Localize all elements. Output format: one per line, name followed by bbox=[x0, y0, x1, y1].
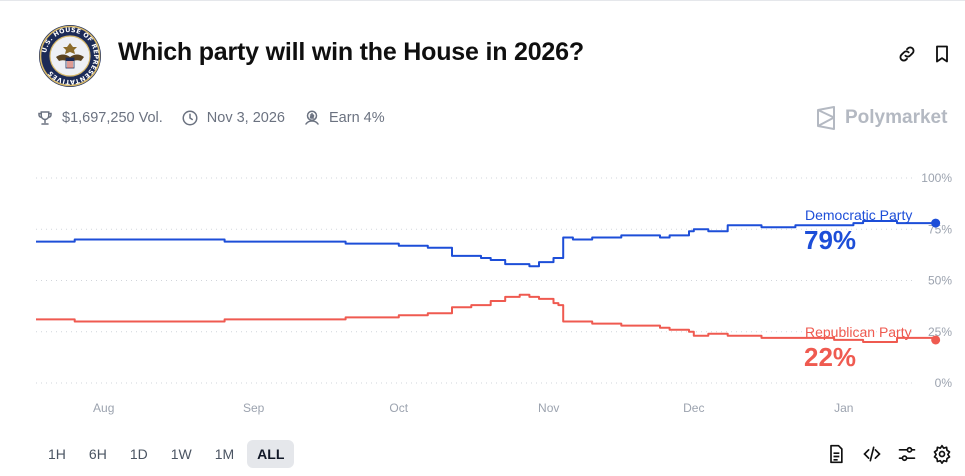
range-button-1d[interactable]: 1D bbox=[129, 446, 148, 462]
republican-current-probability: 22% bbox=[804, 342, 856, 372]
polymarket-logo-icon bbox=[817, 106, 835, 130]
earn-label: Earn 4% bbox=[329, 110, 385, 126]
y-tick-label: 25% bbox=[928, 325, 952, 339]
range-button-1w[interactable]: 1W bbox=[170, 446, 192, 462]
price-history-chart: 0%25%50%75%100% Aug Sep Oct Nov Dec Jan Democ… bbox=[36, 171, 952, 415]
y-tick-label: 0% bbox=[935, 376, 953, 390]
x-tick-label: Dec bbox=[683, 401, 704, 415]
range-button-6h[interactable]: 6H bbox=[88, 446, 107, 462]
brand-name: Polymarket bbox=[845, 107, 948, 128]
republican-series-name: Republican Party bbox=[805, 324, 912, 340]
y-tick-label: 100% bbox=[921, 171, 952, 185]
house-seal-logo: U.S. HOUSE OF REPRESENTATIVES bbox=[39, 25, 101, 87]
democratic-party-line bbox=[36, 220, 936, 268]
clock-icon bbox=[182, 110, 198, 126]
democratic-current-probability: 79% bbox=[804, 225, 856, 255]
code-icon[interactable] bbox=[862, 444, 882, 464]
democratic-series-name: Democratic Party bbox=[805, 207, 912, 223]
series-labels: Democratic Party 79% Republican Party 22% bbox=[804, 207, 912, 372]
page-title: Which party will win the House in 2026? bbox=[118, 38, 584, 66]
market-meta: $1,697,250 Vol. Nov 3, 2026 Earn 4% bbox=[36, 109, 403, 127]
top-divider bbox=[0, 0, 965, 1]
document-icon[interactable] bbox=[826, 444, 846, 464]
polymarket-brand: Polymarket bbox=[815, 106, 947, 130]
range-button-1m[interactable]: 1M bbox=[214, 446, 235, 462]
x-tick-label: Sep bbox=[243, 401, 265, 415]
earn-icon bbox=[305, 110, 319, 125]
y-tick-label: 50% bbox=[928, 274, 952, 288]
gear-icon[interactable] bbox=[932, 444, 952, 464]
chart-series bbox=[36, 218, 941, 345]
x-tick-label: Aug bbox=[93, 401, 114, 415]
end-date: Nov 3, 2026 bbox=[206, 110, 285, 126]
chart-grid: 0%25%50%75%100% bbox=[36, 171, 952, 390]
volume-stat: $1,697,250 Vol. bbox=[36, 109, 163, 127]
x-axis: Aug Sep Oct Nov Dec Jan bbox=[93, 401, 853, 415]
x-tick-label: Oct bbox=[389, 401, 408, 415]
democratic-endpoint-dot bbox=[931, 218, 941, 228]
x-tick-label: Jan bbox=[834, 401, 853, 415]
range-button-1h[interactable]: 1H bbox=[48, 446, 66, 462]
time-range-selector: 1H 6H 1D 1W 1M ALL bbox=[38, 440, 297, 468]
trophy-icon bbox=[38, 111, 52, 125]
link-icon[interactable] bbox=[897, 44, 917, 64]
date-stat: Nov 3, 2026 bbox=[181, 109, 285, 127]
republican-endpoint-dot bbox=[931, 335, 941, 345]
earn-stat[interactable]: Earn 4% bbox=[303, 109, 385, 127]
sliders-icon[interactable] bbox=[897, 444, 917, 464]
range-button-all[interactable]: ALL bbox=[247, 440, 295, 468]
x-tick-label: Nov bbox=[538, 401, 559, 415]
bookmark-icon[interactable] bbox=[932, 44, 952, 64]
volume-value: $1,697,250 Vol. bbox=[62, 110, 163, 126]
republican-party-line bbox=[36, 293, 937, 343]
